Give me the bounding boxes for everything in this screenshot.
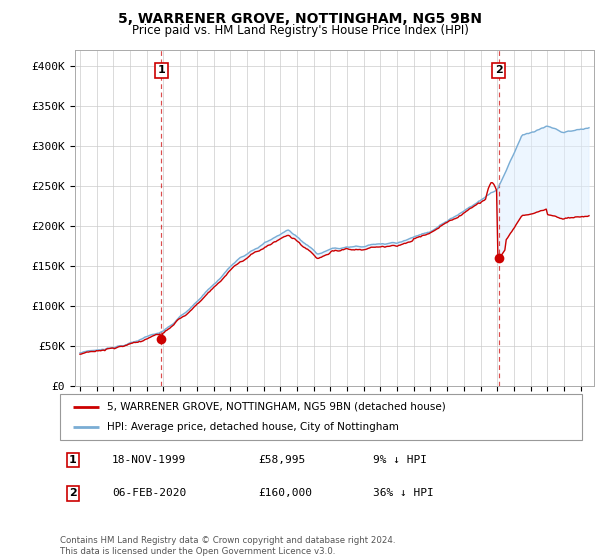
Text: £160,000: £160,000 xyxy=(259,488,313,498)
Text: 2: 2 xyxy=(495,66,503,76)
Text: Contains HM Land Registry data © Crown copyright and database right 2024.
This d: Contains HM Land Registry data © Crown c… xyxy=(60,536,395,556)
Text: 5, WARRENER GROVE, NOTTINGHAM, NG5 9BN (detached house): 5, WARRENER GROVE, NOTTINGHAM, NG5 9BN (… xyxy=(107,402,446,412)
Text: 18-NOV-1999: 18-NOV-1999 xyxy=(112,455,187,465)
Text: 1: 1 xyxy=(158,66,166,76)
Text: 5, WARRENER GROVE, NOTTINGHAM, NG5 9BN: 5, WARRENER GROVE, NOTTINGHAM, NG5 9BN xyxy=(118,12,482,26)
Text: 2: 2 xyxy=(69,488,77,498)
Text: £58,995: £58,995 xyxy=(259,455,305,465)
Text: 9% ↓ HPI: 9% ↓ HPI xyxy=(373,455,427,465)
Text: 36% ↓ HPI: 36% ↓ HPI xyxy=(373,488,434,498)
FancyBboxPatch shape xyxy=(60,394,582,440)
Text: 06-FEB-2020: 06-FEB-2020 xyxy=(112,488,187,498)
Text: Price paid vs. HM Land Registry's House Price Index (HPI): Price paid vs. HM Land Registry's House … xyxy=(131,24,469,36)
Text: 1: 1 xyxy=(69,455,77,465)
Text: HPI: Average price, detached house, City of Nottingham: HPI: Average price, detached house, City… xyxy=(107,422,399,432)
